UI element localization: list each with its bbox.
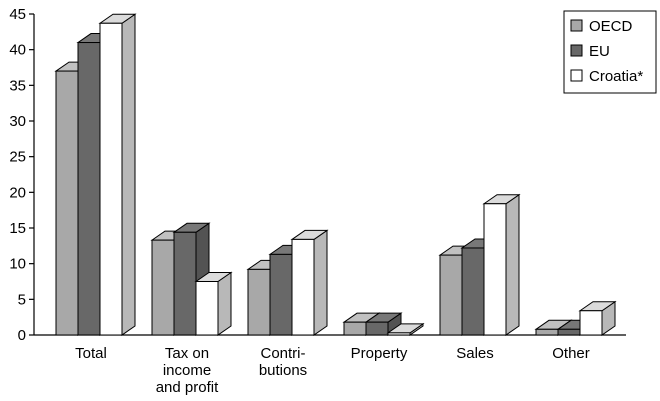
- category-label: Total: [75, 345, 107, 362]
- bar-front: [343, 321, 367, 336]
- bar-front: [151, 239, 175, 336]
- bar-croatia-5: [578, 300, 617, 336]
- bar-front: [557, 328, 581, 336]
- y-tick-label: 30: [9, 113, 26, 130]
- bar-croatia-0: [98, 13, 137, 336]
- bar-front: [535, 328, 559, 336]
- bar-croatia-2: [290, 229, 329, 336]
- bar-front: [269, 253, 293, 336]
- y-tick-label: 25: [9, 149, 26, 166]
- bar-front: [77, 42, 101, 336]
- bar-side: [505, 193, 520, 336]
- legend-label: Croatia*: [589, 68, 643, 85]
- bar-front: [195, 281, 219, 336]
- y-tick-label: 15: [9, 220, 26, 237]
- chart-bars: [54, 13, 617, 336]
- bar-front: [291, 238, 315, 336]
- bar-front: [365, 321, 389, 336]
- legend-label: OECD: [589, 18, 633, 35]
- legend: OECD EU Croatia*: [563, 10, 657, 94]
- legend-label: EU: [589, 43, 610, 60]
- y-tick-label: 20: [9, 184, 26, 201]
- bar-front: [461, 247, 485, 336]
- y-tick-label: 40: [9, 42, 26, 59]
- category-label: Sales: [456, 345, 494, 362]
- legend-swatch: [570, 44, 583, 57]
- bar-eu-3: [364, 312, 403, 336]
- category-label: Property: [351, 345, 408, 362]
- legend-swatch: [570, 69, 583, 82]
- chart-axes: 0 5 10 15 20 25 30 35 40 45: [9, 6, 626, 344]
- bar-croatia-1: [194, 271, 233, 336]
- bar-side: [217, 271, 232, 336]
- bar-croatia-3: [386, 322, 425, 336]
- y-tick-label: 0: [18, 327, 26, 344]
- bar-front: [387, 332, 411, 336]
- legend-swatch: [570, 19, 583, 32]
- y-tick-label: 10: [9, 256, 26, 273]
- bar-front: [99, 22, 123, 336]
- category-labels: Total Tax on income and profit Contri-bution…: [75, 345, 590, 396]
- bar-front: [579, 310, 603, 336]
- category-label: Contri-butions: [259, 345, 307, 379]
- bar-side: [313, 229, 328, 336]
- bar-side: [121, 13, 136, 336]
- bar-croatia-4: [482, 193, 521, 336]
- bar-front: [439, 254, 463, 336]
- y-tick-label: 5: [18, 291, 26, 308]
- y-tick-label: 45: [9, 6, 26, 23]
- category-label: Other: [552, 345, 590, 362]
- y-tick-label: 35: [9, 77, 26, 94]
- bar-front: [173, 231, 197, 336]
- bar-front: [247, 268, 271, 336]
- category-label: Tax on income and profit: [156, 345, 219, 396]
- bar-front: [483, 203, 507, 336]
- bar-front: [55, 70, 79, 336]
